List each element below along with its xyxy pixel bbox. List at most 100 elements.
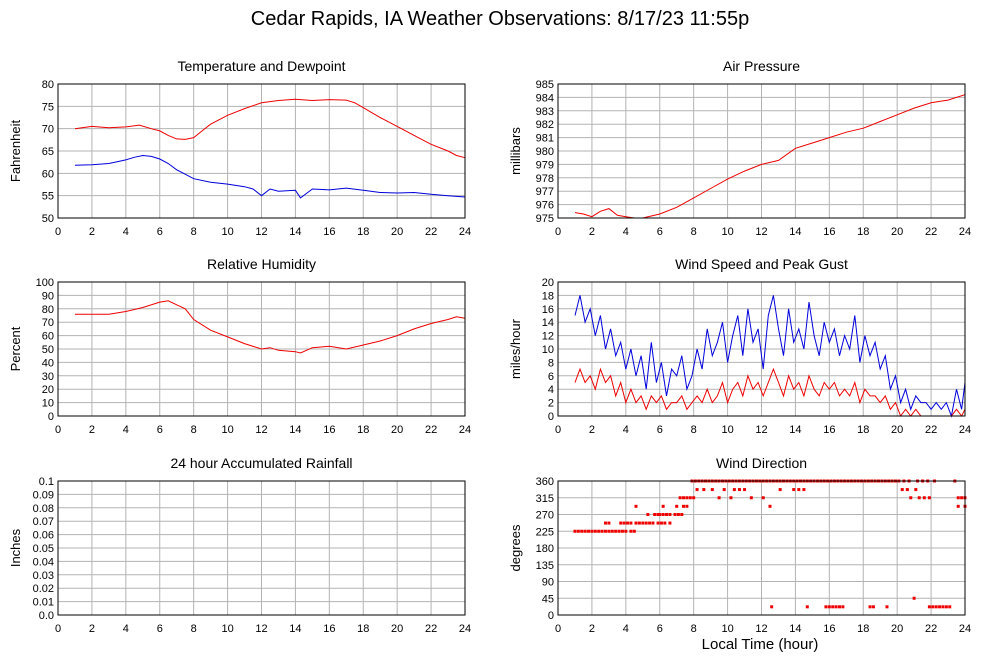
data-point xyxy=(944,605,948,609)
data-point xyxy=(675,504,679,508)
y-tick-label: 0 xyxy=(548,610,554,622)
y-tick-label: 6 xyxy=(548,371,554,383)
data-point xyxy=(603,521,607,525)
x-tick-label: 10 xyxy=(721,226,733,238)
x-tick-label: 24 xyxy=(459,623,471,635)
data-point xyxy=(659,521,663,525)
y-tick-label: 0 xyxy=(48,411,54,423)
data-point xyxy=(934,605,938,609)
y-tick-label: 45 xyxy=(542,593,554,605)
data-point xyxy=(663,521,667,525)
data-point xyxy=(614,529,618,533)
y-tick-label: 65 xyxy=(42,146,54,158)
series-line-red xyxy=(574,367,966,418)
data-point xyxy=(743,488,747,492)
chart-title: 24 hour Accumulated Rainfall xyxy=(170,455,352,471)
x-tick-label: 22 xyxy=(425,226,437,238)
x-tick-label: 8 xyxy=(191,226,197,238)
data-point xyxy=(761,496,765,500)
data-point xyxy=(634,521,638,525)
y-tick-label: 60 xyxy=(42,168,54,180)
x-tick-label: 8 xyxy=(691,226,697,238)
data-point xyxy=(661,504,665,508)
data-point xyxy=(668,521,672,525)
chart-5: 2 4 6 8 10 12 14 16 18 20 22 2400459013518022527031… xyxy=(508,455,971,635)
y-axis-label: millibars xyxy=(508,127,523,175)
data-point xyxy=(824,605,828,609)
y-tick-label: 75 xyxy=(42,101,54,113)
x-tick-label: 12 xyxy=(755,623,767,635)
x-tick-label: 10 xyxy=(721,424,733,436)
x-tick-label: 2 xyxy=(589,623,595,635)
data-point xyxy=(956,496,960,500)
x-tick-label: 6 xyxy=(157,226,163,238)
data-point xyxy=(573,529,577,533)
series-line-red xyxy=(574,94,966,219)
data-point xyxy=(927,605,931,609)
data-point xyxy=(668,513,672,516)
y-tick-label: 4 xyxy=(548,384,554,396)
x-tick-label: 2 xyxy=(89,226,95,238)
y-tick-label: 90 xyxy=(42,290,54,302)
data-point xyxy=(600,529,604,533)
data-point xyxy=(580,529,584,533)
plot-frame xyxy=(57,83,466,219)
data-point xyxy=(885,605,889,609)
x-tick-label: 10 xyxy=(221,424,233,436)
data-point xyxy=(661,513,665,516)
data-point xyxy=(620,529,624,533)
x-tick-label: 16 xyxy=(323,424,335,436)
x-tick-label: 20 xyxy=(391,424,403,436)
data-point xyxy=(681,504,685,508)
data-point xyxy=(770,605,774,609)
series-line-red xyxy=(75,300,466,354)
y-tick-label: 50 xyxy=(42,213,54,225)
x-tick-label: 10 xyxy=(721,623,733,635)
data-point xyxy=(722,488,726,492)
x-tick-label: 22 xyxy=(925,226,937,238)
y-tick-label: 981 xyxy=(536,133,554,145)
x-tick-label: 16 xyxy=(823,623,835,635)
x-tick-label: 18 xyxy=(357,226,369,238)
plot-frame xyxy=(557,83,966,219)
x-tick-label: 12 xyxy=(255,424,267,436)
y-tick-label: 80 xyxy=(42,79,54,91)
data-point xyxy=(838,605,842,609)
y-tick-label: 0.07 xyxy=(33,516,54,528)
y-tick-label: 30 xyxy=(42,371,54,383)
data-point xyxy=(827,605,831,609)
y-axis-label: degrees xyxy=(508,524,523,571)
x-tick-label: 16 xyxy=(323,623,335,635)
data-point xyxy=(905,488,909,492)
data-point xyxy=(797,488,801,492)
data-point xyxy=(619,521,623,525)
data-point xyxy=(676,513,680,516)
data-point xyxy=(688,496,692,500)
x-tick-label: 12 xyxy=(255,226,267,238)
x-tick-label: 12 xyxy=(755,424,767,436)
chart-title: Wind Speed and Peak Gust xyxy=(675,256,848,272)
x-tick-label: 24 xyxy=(459,424,471,436)
y-tick-label: 0.09 xyxy=(33,489,54,501)
x-tick-label: 22 xyxy=(925,424,937,436)
x-axis-label: Local Time (hour) xyxy=(701,636,819,653)
y-tick-label: 978 xyxy=(536,173,554,185)
data-point xyxy=(732,488,736,492)
x-tick-label: 16 xyxy=(823,226,835,238)
data-point xyxy=(695,488,699,492)
data-point xyxy=(831,605,835,609)
data-point xyxy=(681,496,685,500)
data-point xyxy=(597,529,601,533)
x-tick-label: 6 xyxy=(657,424,663,436)
data-point xyxy=(685,496,689,500)
y-tick-label: 976 xyxy=(536,200,554,212)
y-tick-label: 0.08 xyxy=(33,503,54,515)
chart-2: 2 4 6 8 10 12 14 16 18 20 22 2400102030405060708090… xyxy=(8,256,471,436)
x-tick-label: 20 xyxy=(891,623,903,635)
x-tick-label: 12 xyxy=(255,623,267,635)
data-point xyxy=(587,529,591,533)
data-point xyxy=(576,529,580,533)
y-tick-label: 225 xyxy=(536,526,554,538)
data-point xyxy=(917,496,921,500)
